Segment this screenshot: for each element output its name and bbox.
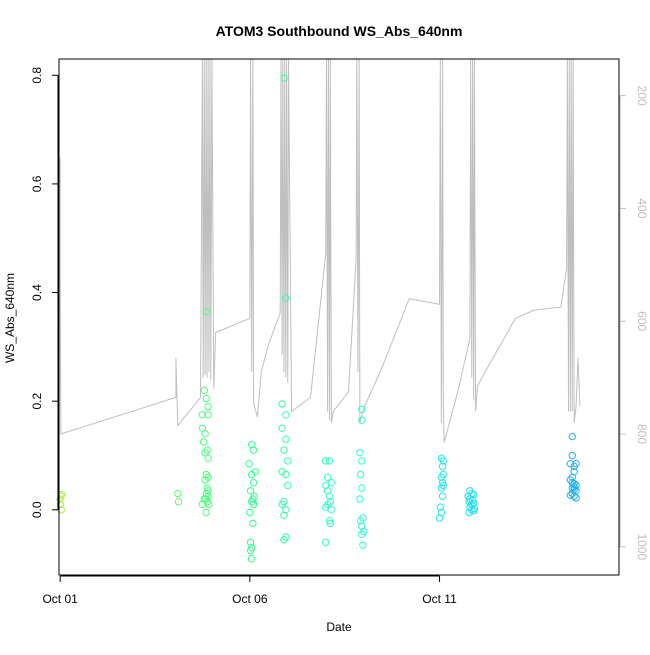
data-point [327, 506, 336, 514]
data-point [284, 457, 292, 465]
data-point [282, 411, 290, 419]
data-point [247, 555, 256, 563]
data-point [204, 411, 212, 419]
data-point [470, 507, 478, 515]
data-point [198, 500, 207, 509]
data-point [248, 470, 256, 479]
y-tick-label: 0.2 [30, 393, 44, 410]
data-point [201, 476, 209, 484]
x-tick-label: Oct 11 [422, 592, 457, 606]
data-point [358, 457, 366, 465]
data-point [568, 451, 576, 460]
data-point [358, 530, 366, 538]
data-point [202, 394, 210, 403]
data-point [326, 519, 334, 528]
point-layer [56, 74, 580, 563]
y-tick-label: 0.4 [30, 284, 44, 301]
data-point [436, 503, 444, 511]
data-point [249, 446, 258, 454]
data-point [439, 457, 447, 465]
data-point [437, 484, 446, 492]
data-point [356, 449, 364, 457]
data-point [246, 546, 255, 555]
data-point [56, 500, 65, 509]
data-point [282, 435, 290, 443]
data-point [358, 405, 366, 413]
data-point [572, 494, 580, 502]
x-tick-label: Oct 06 [232, 592, 268, 606]
data-point [202, 508, 210, 517]
x-tick-label: Oct 01 [42, 592, 78, 606]
data-point [469, 496, 477, 504]
right-tick-label: 400 [635, 198, 649, 218]
data-point [322, 457, 330, 465]
right-tick-label: 1000 [635, 533, 649, 560]
data-point [245, 460, 253, 468]
y-tick-label: 0.0 [30, 501, 44, 518]
data-point [325, 457, 334, 465]
data-point [204, 402, 212, 411]
data-point [282, 294, 290, 302]
data-point [325, 492, 334, 500]
data-point [201, 430, 209, 438]
x-axis-label: Date [326, 620, 352, 634]
data-point [249, 479, 258, 487]
data-point [246, 538, 255, 547]
data-point [465, 508, 473, 517]
data-point [199, 438, 208, 446]
data-point [437, 473, 446, 481]
data-point [322, 538, 330, 547]
y-axis-label: WS_Abs_640nm [3, 273, 17, 363]
chart-title: ATOM3 Southbound WS_Abs_640nm [216, 23, 463, 39]
data-point [359, 541, 367, 549]
data-point [356, 470, 365, 479]
data-point [358, 416, 366, 424]
data-point [280, 74, 288, 82]
right-tick-label: 600 [635, 311, 649, 331]
data-point [438, 462, 447, 471]
data-point [200, 386, 209, 394]
data-point [438, 492, 447, 500]
data-point [246, 508, 254, 517]
data-point [249, 500, 258, 509]
data-point [278, 400, 286, 408]
plot-frame [58, 58, 620, 576]
data-point [356, 495, 364, 503]
right-tick-label: 800 [635, 424, 649, 444]
data-point [282, 470, 290, 479]
data-point [570, 492, 578, 500]
data-point [174, 489, 182, 498]
data-point [570, 483, 578, 491]
axis-layer: Oct 01 Oct 06 Oct 11 0.0 0.2 0.4 0.6 0.8 200 400 6… [30, 67, 649, 606]
data-point [356, 517, 365, 525]
data-point [568, 432, 576, 441]
y-tick-label: 0.8 [30, 67, 44, 84]
data-point [284, 481, 292, 490]
data-point [249, 519, 257, 528]
data-point [174, 498, 183, 506]
data-point [280, 446, 288, 454]
data-point [246, 487, 255, 495]
data-point [198, 411, 207, 419]
data-point [280, 536, 288, 544]
data-point [323, 473, 332, 481]
data-point [435, 514, 444, 522]
data-point [278, 424, 286, 432]
data-point [278, 500, 286, 509]
data-point [470, 499, 478, 507]
data-point [566, 460, 575, 468]
data-point [202, 307, 210, 316]
data-point [201, 449, 209, 457]
data-point [280, 511, 288, 519]
data-point [358, 484, 366, 492]
right-tick-label: 200 [635, 86, 649, 106]
y-tick-label: 0.6 [30, 175, 44, 192]
data-point [204, 454, 212, 462]
